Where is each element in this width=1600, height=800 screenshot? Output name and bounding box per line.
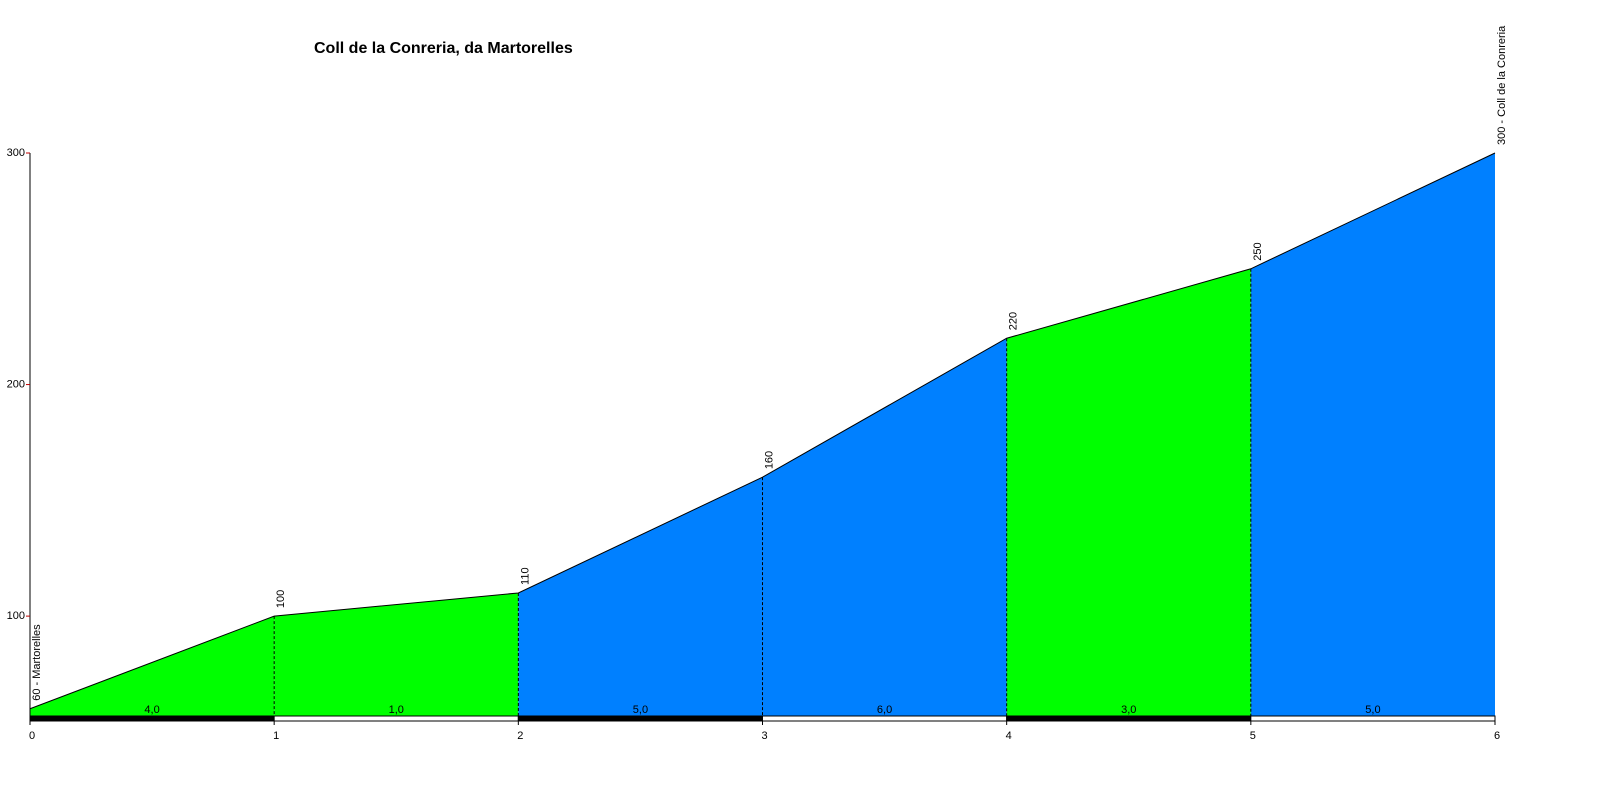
x-tick-label: 6 [1494, 730, 1500, 742]
segment-area [1250, 153, 1495, 718]
elevation-label: 60 - Martorelles [31, 624, 43, 701]
segment-bar [273, 715, 519, 722]
segment-gradient-label: 4,0 [144, 704, 159, 716]
segment-area [518, 477, 763, 718]
segment-area [762, 338, 1007, 718]
x-tick-label: 2 [517, 730, 523, 742]
elevation-label: 220 [1008, 312, 1020, 330]
segment-bar [1250, 715, 1496, 722]
segment-gradient-label: 1,0 [389, 704, 404, 716]
y-tick-label: 200 [7, 379, 25, 391]
segment-area [274, 592, 519, 718]
elevation-label: 300 - Coll de la Conreria [1496, 25, 1508, 145]
segment-bar [762, 715, 1008, 722]
segment-gradient-label: 5,0 [633, 704, 648, 716]
elevation-label: 110 [519, 567, 531, 585]
segment-gradient-label: 6,0 [877, 704, 892, 716]
x-tick-label: 5 [1250, 730, 1256, 742]
segment-gradient-label: 3,0 [1121, 704, 1136, 716]
segment-area [30, 616, 275, 718]
segment-bar [1006, 715, 1252, 722]
elevation-label: 160 [764, 451, 776, 469]
y-tick-label: 100 [7, 610, 25, 622]
elevation-label: 250 [1252, 242, 1264, 260]
segment-bar [517, 715, 763, 722]
x-tick-label: 4 [1006, 730, 1012, 742]
y-tick-label: 300 [7, 147, 25, 159]
profile-line [29, 152, 1496, 710]
x-tick-label: 1 [273, 730, 279, 742]
segment-area [1006, 268, 1251, 718]
segment-gradient-label: 5,0 [1365, 704, 1380, 716]
x-tick-label: 0 [29, 730, 35, 742]
chart-title: Coll de la Conreria, da Martorelles [314, 40, 573, 57]
x-tick-label: 3 [761, 730, 767, 742]
elevation-label: 100 [275, 590, 287, 608]
segment-bar [29, 715, 275, 722]
